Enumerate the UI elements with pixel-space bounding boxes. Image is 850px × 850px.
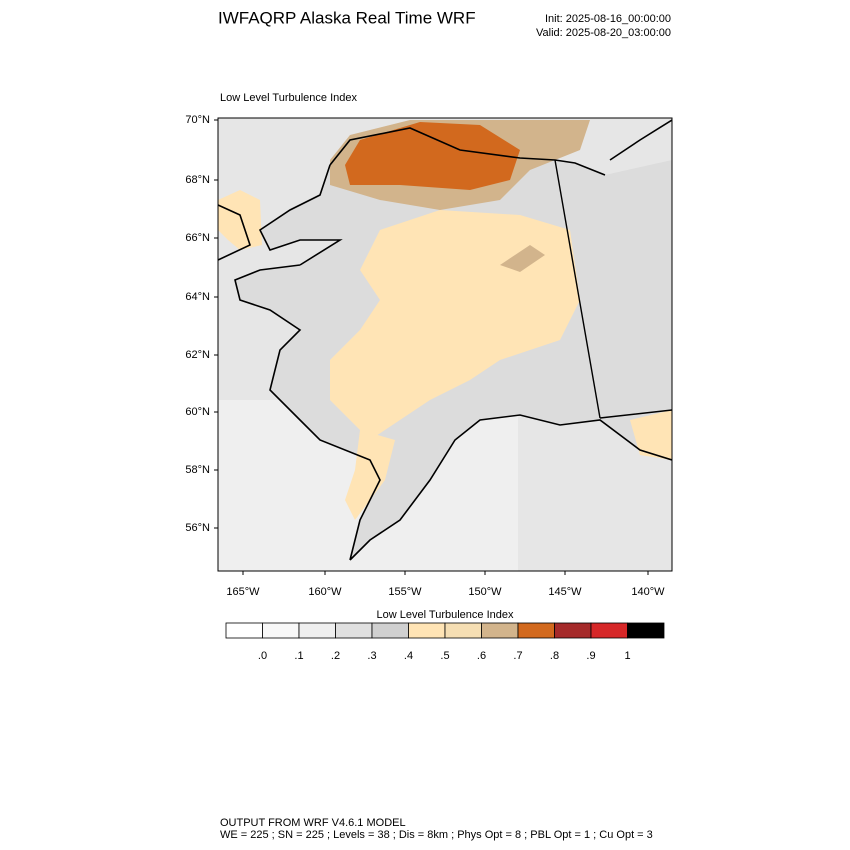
lat-label: 60°N: [185, 406, 210, 418]
map: [218, 118, 672, 571]
lat-label: 70°N: [185, 114, 210, 126]
lon-label: 155°W: [388, 586, 422, 598]
lat-label: 56°N: [185, 522, 210, 534]
colorbar-label: 1: [624, 650, 630, 662]
lat-label: 66°N: [185, 232, 210, 244]
lon-label: 150°W: [468, 586, 502, 598]
colorbar-label: .1: [294, 650, 303, 662]
colorbar-box: [590, 622, 628, 639]
lat-label: 68°N: [185, 174, 210, 186]
turbulence-area: [500, 245, 545, 272]
map-frame: [217, 117, 673, 572]
map-title: Low Level Turbulence Index: [220, 92, 357, 104]
lon-label: 145°W: [548, 586, 582, 598]
colorbar-title: Low Level Turbulence Index: [377, 609, 514, 621]
footer-line: OUTPUT FROM WRF V4.6.1 MODEL: [220, 817, 406, 829]
colorbar-box: [408, 622, 446, 639]
colorbar-box: [335, 622, 373, 639]
colorbar-label: .5: [440, 650, 449, 662]
colorbar-label: .0: [258, 650, 267, 662]
lat-label: 64°N: [185, 291, 210, 303]
lat-label: 58°N: [185, 464, 210, 476]
colorbar-label: .3: [367, 650, 376, 662]
colorbar-box: [481, 622, 519, 639]
colorbar: .0 .1 .2 .3 .4 .5 .6 .7 .8 .9 1: [225, 622, 665, 662]
colorbar-box: [554, 622, 592, 639]
title: IWFAQRP Alaska Real Time WRF: [218, 8, 476, 27]
colorbar-box: [298, 622, 336, 639]
colorbar-box: [262, 622, 300, 639]
colorbar-box: [371, 622, 409, 639]
colorbar-box: [444, 622, 482, 639]
valid-time: Valid: 2025-08-20_03:00:00: [536, 27, 671, 39]
turbulence-area: [345, 122, 520, 190]
init-time: Init: 2025-08-16_00:00:00: [545, 13, 671, 25]
lon-label: 140°W: [631, 586, 665, 598]
colorbar-label: .6: [477, 650, 486, 662]
lon-label: 165°W: [226, 586, 260, 598]
lon-label: 160°W: [308, 586, 342, 598]
footer-line: WE = 225 ; SN = 225 ; Levels = 38 ; Dis …: [220, 829, 653, 841]
lat-label: 62°N: [185, 349, 210, 361]
colorbar-box: [517, 622, 555, 639]
coastline: [218, 119, 672, 561]
colorbar-box: [627, 622, 665, 639]
colorbar-label: .7: [513, 650, 522, 662]
colorbar-label: .9: [586, 650, 595, 662]
colorbar-box: [225, 622, 263, 639]
colorbar-label: .8: [550, 650, 559, 662]
turbulence-area: [218, 190, 262, 250]
turbulence-area: [345, 430, 395, 520]
border: [554, 159, 672, 419]
colorbar-label: .4: [404, 650, 413, 662]
colorbar-label: .2: [331, 650, 340, 662]
turbulence-area: [630, 410, 672, 460]
